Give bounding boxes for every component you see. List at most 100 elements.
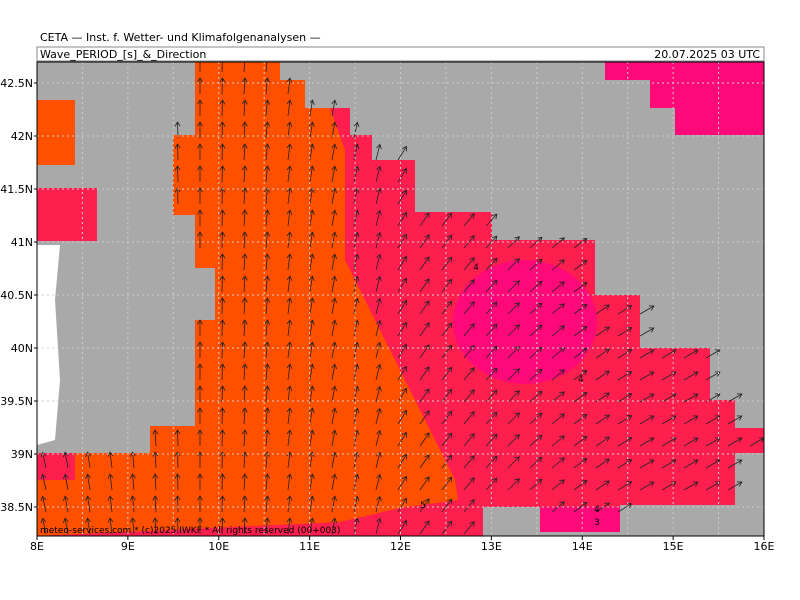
direction-arrow <box>219 297 226 315</box>
direction-arrow <box>507 390 520 403</box>
direction-arrow <box>129 495 136 513</box>
lat-label: 39N <box>11 448 33 461</box>
direction-arrow <box>441 520 453 535</box>
direction-arrow <box>286 429 293 447</box>
direction-arrow <box>397 167 407 183</box>
direction-arrow <box>463 477 475 491</box>
direction-arrow <box>286 275 293 293</box>
direction-arrow <box>331 121 338 139</box>
direction-arrow <box>463 499 475 513</box>
magenta-zone-s <box>540 507 620 532</box>
direction-arrow <box>727 393 743 403</box>
direction-arrow <box>241 407 248 425</box>
direction-arrow <box>463 323 475 337</box>
direction-arrow <box>331 451 338 469</box>
lon-label: 16E <box>754 540 775 553</box>
direction-arrow <box>353 451 360 469</box>
direction-arrow <box>197 121 203 138</box>
direction-arrow <box>397 387 407 403</box>
direction-arrow <box>353 341 360 359</box>
direction-arrow <box>529 390 543 403</box>
direction-arrow <box>397 519 407 535</box>
direction-arrow <box>573 501 588 513</box>
direction-arrow <box>241 363 248 381</box>
direction-arrow <box>529 456 543 469</box>
lat-label: 40.5N <box>0 289 33 302</box>
direction-arrow <box>286 253 293 271</box>
direction-arrow <box>595 414 610 425</box>
land-detail <box>755 165 764 195</box>
direction-arrow <box>219 517 226 535</box>
direction-arrow <box>573 391 588 403</box>
direction-arrow <box>129 517 136 535</box>
direction-arrow <box>331 231 338 249</box>
contour-label: 4 <box>578 375 584 385</box>
direction-arrow <box>286 297 293 315</box>
direction-arrow <box>152 495 159 513</box>
direction-arrow <box>331 363 338 381</box>
direction-arrow <box>529 434 543 447</box>
direction-arrow <box>241 385 248 403</box>
direction-arrow <box>286 517 293 535</box>
direction-arrow <box>264 209 271 227</box>
direction-arrow <box>174 165 181 183</box>
direction-arrow <box>441 300 453 315</box>
direction-arrow <box>85 495 92 513</box>
direction-arrow <box>419 432 430 447</box>
direction-arrow <box>264 407 271 425</box>
direction-arrow <box>286 187 293 205</box>
direction-arrow <box>397 453 407 469</box>
direction-arrow <box>331 143 338 161</box>
direction-arrow <box>397 431 407 447</box>
direction-arrow <box>197 77 203 94</box>
direction-arrow <box>265 62 268 73</box>
direction-arrow <box>174 429 181 447</box>
direction-arrow <box>595 370 610 381</box>
direction-arrow <box>331 165 338 183</box>
direction-arrow <box>617 393 633 403</box>
direction-arrow <box>197 231 203 248</box>
lat-label: 42N <box>11 130 33 143</box>
direction-arrow <box>308 297 315 315</box>
direction-arrow <box>219 319 226 337</box>
direction-arrow <box>197 385 203 402</box>
direction-arrow <box>419 520 430 535</box>
direction-arrow <box>463 235 475 249</box>
direction-arrow <box>286 341 293 359</box>
direction-arrow <box>85 517 92 535</box>
direction-arrow <box>617 371 633 381</box>
direction-arrow <box>419 278 430 293</box>
direction-arrow <box>375 319 382 337</box>
direction-arrow <box>617 503 633 513</box>
direction-arrow <box>219 231 226 249</box>
direction-arrow <box>639 459 655 469</box>
direction-arrow <box>529 412 543 425</box>
lon-label: 9E <box>121 540 135 553</box>
direction-arrow <box>243 62 246 73</box>
direction-arrow <box>639 305 655 315</box>
direction-arrow <box>219 473 226 491</box>
direction-arrow <box>573 457 588 469</box>
direction-arrow <box>551 413 565 425</box>
direction-arrow <box>331 99 338 117</box>
direction-arrow <box>463 411 475 425</box>
direction-arrow <box>241 429 248 447</box>
direction-arrow <box>397 409 407 425</box>
direction-arrow <box>286 407 293 425</box>
direction-arrow <box>241 165 248 183</box>
direction-arrow <box>241 187 248 205</box>
direction-arrow <box>331 429 338 447</box>
lat-label: 39.5N <box>0 395 33 408</box>
direction-arrow <box>683 371 699 381</box>
direction-arrow <box>375 473 382 491</box>
direction-arrow <box>174 121 181 139</box>
direction-arrow <box>705 481 721 491</box>
direction-arrow <box>264 187 271 205</box>
lon-label: 15E <box>663 540 684 553</box>
direction-arrow <box>331 517 338 535</box>
direction-arrow <box>507 258 520 271</box>
direction-arrow <box>286 495 293 513</box>
direction-arrow <box>219 209 226 227</box>
direction-arrow <box>308 165 315 183</box>
lon-label: 13E <box>481 540 502 553</box>
